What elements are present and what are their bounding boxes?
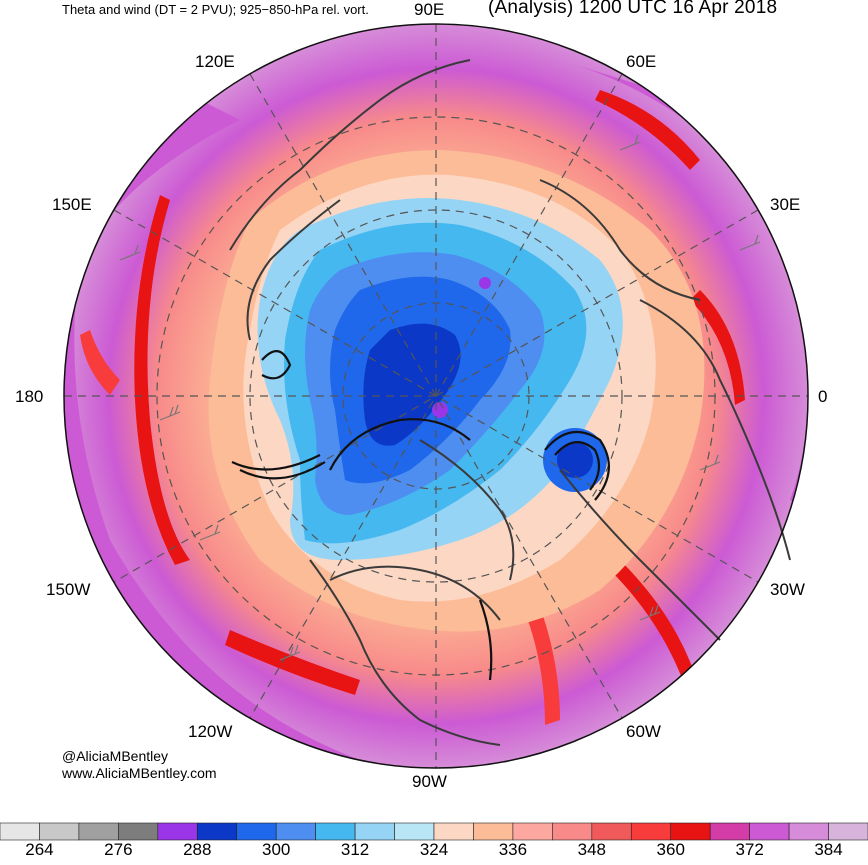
- colorbar-swatch: [670, 822, 711, 841]
- map-boundary: [63, 23, 809, 769]
- colorbar-tick-label: 288: [183, 840, 212, 859]
- colorbar-tick-label: 276: [104, 840, 133, 859]
- colorbar-tick-label: 360: [656, 840, 685, 859]
- colorbar-labels: 264 276 288 300 312 324 336 348 360 372 384: [0, 840, 868, 864]
- lon-label-120e: 120E: [195, 52, 235, 71]
- colorbar-swatch: [118, 822, 159, 841]
- colorbar-swatch: [433, 822, 474, 841]
- colorbar-swatch: [473, 822, 514, 841]
- colorbar-swatch: [552, 822, 593, 841]
- colorbar-swatch: [394, 822, 435, 841]
- credit-handle: @AliciaMBentley: [62, 748, 169, 764]
- lon-label-150w: 150W: [46, 580, 91, 599]
- coastlines: [229, 59, 791, 746]
- colorbar-swatch: [354, 822, 395, 841]
- colorbar-swatch: [157, 822, 198, 841]
- theta-field: [64, 24, 808, 768]
- colorbar-swatch: [0, 822, 40, 841]
- wind-barbs: [119, 134, 761, 661]
- colorbar-swatch: [630, 822, 672, 841]
- colorbar-tick-label: 384: [814, 840, 843, 859]
- lon-label-90e: 90E: [414, 0, 445, 19]
- lon-label-120w: 120W: [188, 722, 233, 741]
- colorbar-swatch: [315, 822, 356, 841]
- colorbar-tick-label: 264: [25, 840, 54, 859]
- theta-colorbar: [0, 822, 868, 841]
- lon-label-90w: 90W: [412, 772, 447, 791]
- colorbar-swatch: [749, 822, 790, 841]
- lon-label-60w: 60W: [626, 722, 661, 741]
- lon-label-30e: 30E: [770, 195, 801, 214]
- colorbar-swatch: [78, 822, 119, 841]
- colorbar-swatch: [788, 822, 829, 841]
- colorbar-swatch: [275, 822, 316, 841]
- colorbar-swatch: [39, 822, 80, 841]
- colorbar-swatch: [196, 822, 238, 841]
- colorbar-swatch: [512, 822, 553, 841]
- title-left: Theta and wind (DT = 2 PVU); 925−850-hPa…: [62, 2, 369, 17]
- credit-website: www.AliciaMBentley.com: [62, 765, 217, 781]
- colorbar-tick-label: 348: [577, 840, 606, 859]
- colorbar-tick-label: 372: [735, 840, 764, 859]
- colorbar-swatch: [236, 822, 277, 841]
- lon-label-0: 0: [818, 387, 828, 406]
- title-right: (Analysis) 1200 UTC 16 Apr 2018: [488, 0, 778, 18]
- colorbar-swatch: [828, 822, 868, 841]
- graticule: [64, 24, 808, 768]
- vorticity-contours: [231, 350, 610, 681]
- colorbar-tick-label: 300: [261, 840, 291, 859]
- colorbar-tick-label: 312: [340, 840, 370, 859]
- colorbar-tick-label: 336: [498, 840, 528, 859]
- lon-label-180: 180: [15, 387, 44, 406]
- colorbar-tick-label: 324: [419, 840, 449, 859]
- lon-label-60e: 60E: [626, 52, 657, 71]
- colorbar-swatch: [591, 822, 632, 841]
- lon-label-150e: 150E: [52, 195, 92, 214]
- lon-label-30w: 30W: [770, 580, 805, 599]
- colorbar-swatch: [709, 822, 750, 841]
